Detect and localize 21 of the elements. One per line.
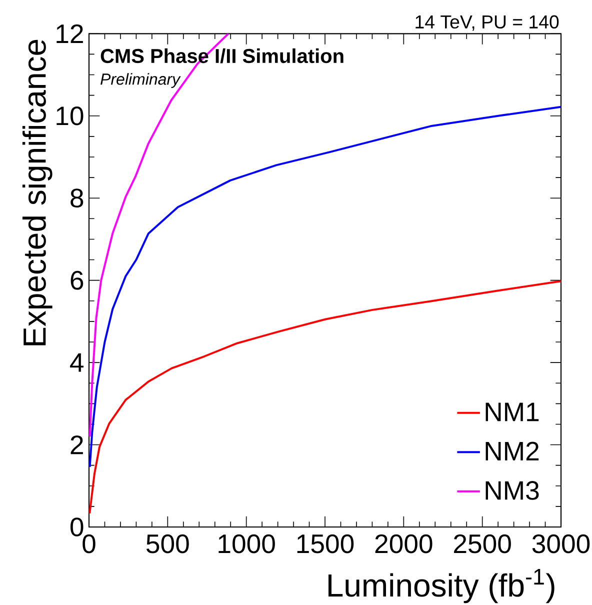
y-tick-label: 12 [56,24,83,43]
text: 14 TeV, PU = 140 [416,15,559,31]
y-tick-label: 6 [70,270,84,290]
x-tick-label: 3000 [532,534,590,554]
annotation: Preliminary [100,73,181,88]
y-tick-label: 0 [70,518,84,536]
y-tick-label: 2 [70,435,83,454]
y-axis-title: Expected significance [22,40,52,346]
x-axis-title: Luminosity (fb$^{-1}$) [328,569,554,604]
legend-label: NM3 [486,481,539,500]
legend-label: NM1 [486,402,539,422]
x-tick-label: 2000 [375,534,432,554]
y-tick-label: 4 [70,353,84,372]
x-tick-label: 2500 [454,534,511,554]
x-tick-label: 0 [82,534,96,554]
legend-label: NM2 [486,442,539,460]
y-tick-label: 8 [70,188,84,208]
x-tick-label: 1500 [297,534,354,554]
y-tick-label: 10 [56,106,84,126]
x-tick-label: 500 [146,534,189,554]
x-tick-label: 1000 [218,534,275,554]
